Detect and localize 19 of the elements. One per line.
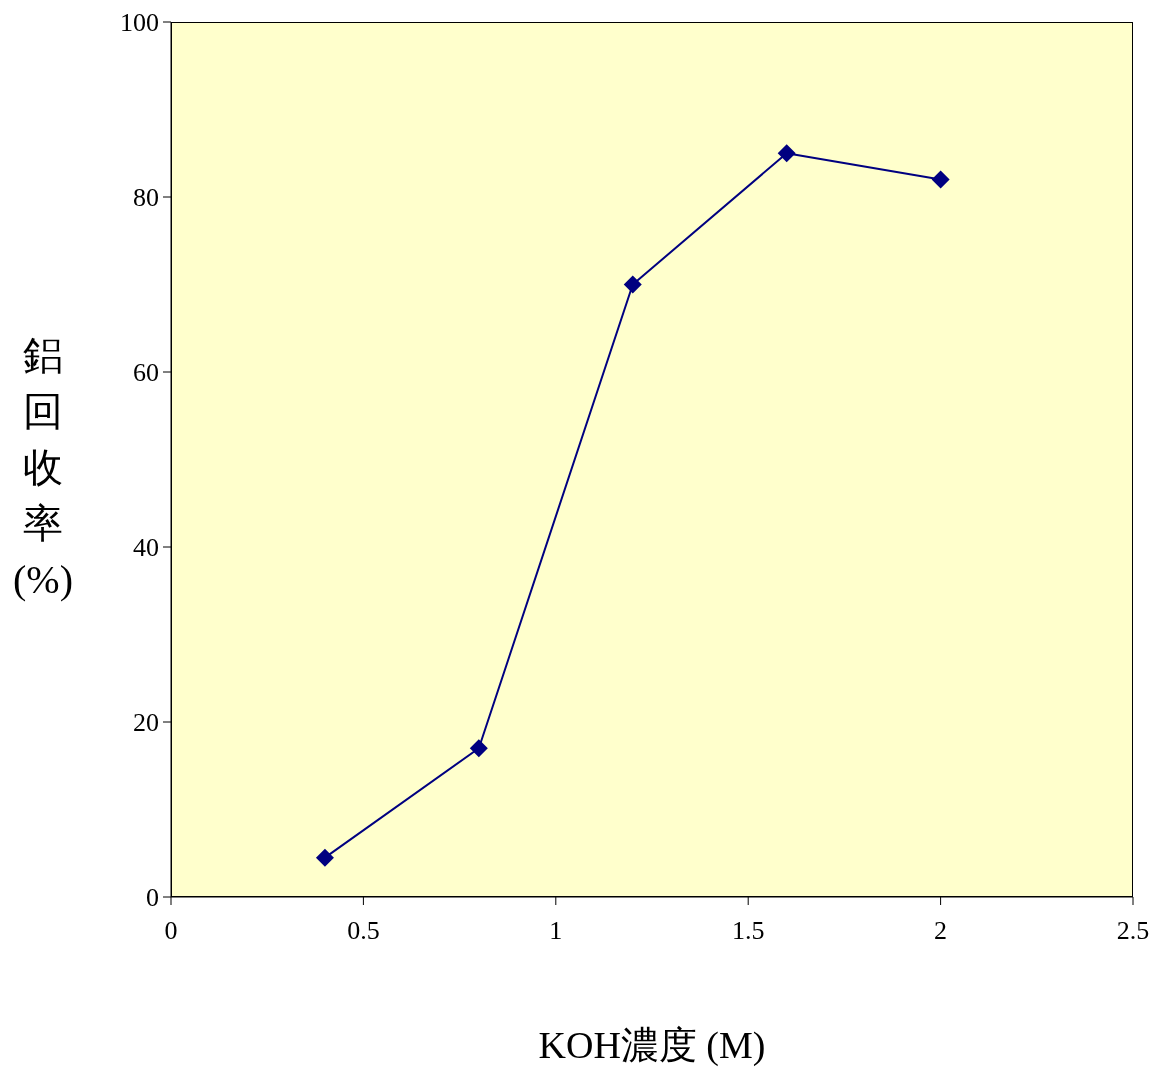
point	[469, 739, 488, 758]
y-tick-label: 40	[133, 533, 159, 563]
x-tick-label: 0.5	[347, 916, 380, 946]
x-tick-label: 2.5	[1116, 916, 1150, 946]
point	[777, 144, 796, 163]
x-tick-label: 2	[934, 916, 948, 946]
point	[623, 275, 642, 294]
y-tick-label: 80	[133, 183, 159, 213]
x-axis-title: KOH濃度 (M)	[538, 1024, 766, 1067]
point	[315, 848, 334, 867]
x-tick-label: 0	[164, 916, 178, 946]
x-tick-label: 1.5	[731, 916, 765, 946]
y-tick-label: 60	[133, 358, 159, 388]
x-tick-label: 1	[549, 916, 563, 946]
y-tick-label: 100	[120, 8, 159, 38]
point	[931, 170, 950, 189]
y-axis-title: 鋁回收率(%)	[12, 332, 74, 604]
y-tick-label: 0	[146, 883, 159, 913]
y-tick-label: 20	[133, 708, 159, 738]
